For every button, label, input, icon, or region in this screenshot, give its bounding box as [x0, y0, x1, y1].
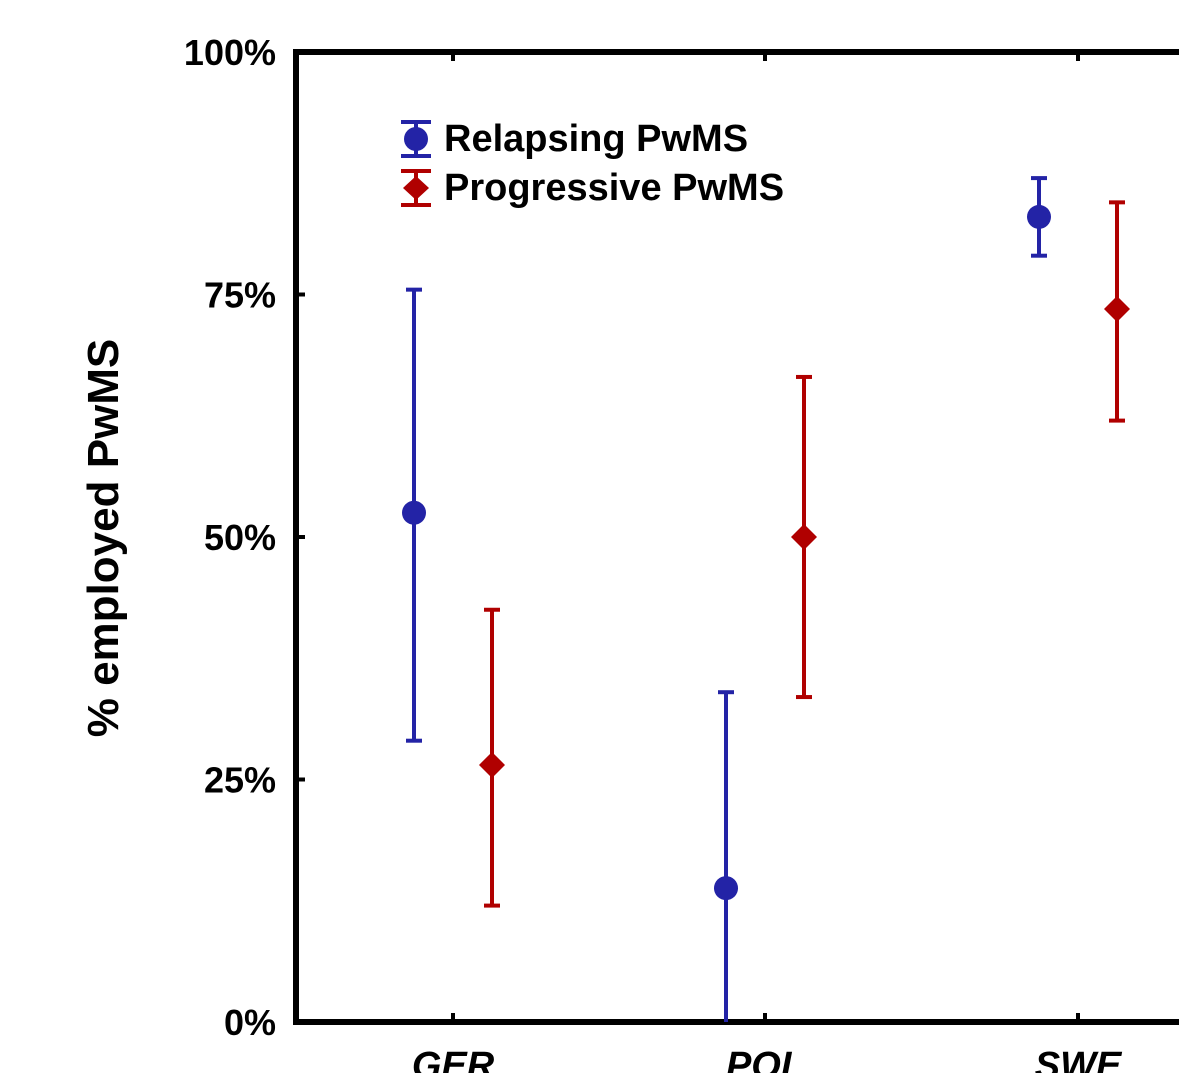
legend: Relapsing PwMS Progressive PwMS	[401, 118, 784, 209]
data-point	[791, 524, 817, 550]
series-progressive	[479, 200, 1130, 908]
category-label: POL	[726, 1045, 804, 1073]
category-label: SWE	[1035, 1045, 1123, 1073]
y-tick-label: 100%	[184, 32, 276, 73]
data-point	[1027, 204, 1051, 229]
data-point	[714, 876, 738, 901]
y-tick-label: 50%	[204, 517, 276, 558]
y-axis-title: % employed PwMS	[79, 339, 128, 738]
legend-label-progressive: Progressive PwMS	[444, 167, 784, 209]
category-label: GER	[412, 1045, 495, 1073]
data-point	[402, 500, 426, 525]
legend-label-relapsing: Relapsing PwMS	[444, 118, 748, 160]
y-tick-label: 0%	[224, 1002, 276, 1043]
y-tick-label: 75%	[204, 275, 276, 316]
legend-marker-progressive	[401, 169, 431, 207]
legend-marker-relapsing	[401, 120, 431, 158]
series-relapsing	[402, 176, 1051, 1022]
category-labels: GER POL SWE	[412, 1045, 1123, 1073]
data-point	[1104, 296, 1130, 323]
y-tick-labels: 0% 25% 50% 75% 100%	[184, 32, 276, 1043]
axes	[293, 49, 1179, 1025]
y-tick-label: 25%	[204, 760, 276, 801]
data-marks	[402, 176, 1130, 1022]
data-point	[479, 751, 505, 778]
